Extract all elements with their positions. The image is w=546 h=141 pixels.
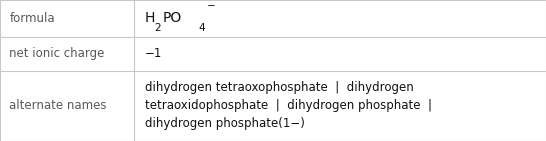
Text: alternate names: alternate names bbox=[9, 99, 107, 112]
Text: −1: −1 bbox=[145, 47, 162, 60]
Text: H: H bbox=[145, 11, 155, 26]
Text: PO: PO bbox=[162, 11, 181, 26]
Text: net ionic charge: net ionic charge bbox=[9, 47, 105, 60]
Text: −: − bbox=[206, 1, 215, 11]
Text: dihydrogen tetraoxophosphate  |  dihydrogen
tetraoxidophosphate  |  dihydrogen p: dihydrogen tetraoxophosphate | dihydroge… bbox=[145, 81, 432, 130]
Text: 4: 4 bbox=[198, 23, 205, 33]
Text: formula: formula bbox=[9, 12, 55, 25]
Text: 2: 2 bbox=[155, 23, 161, 33]
